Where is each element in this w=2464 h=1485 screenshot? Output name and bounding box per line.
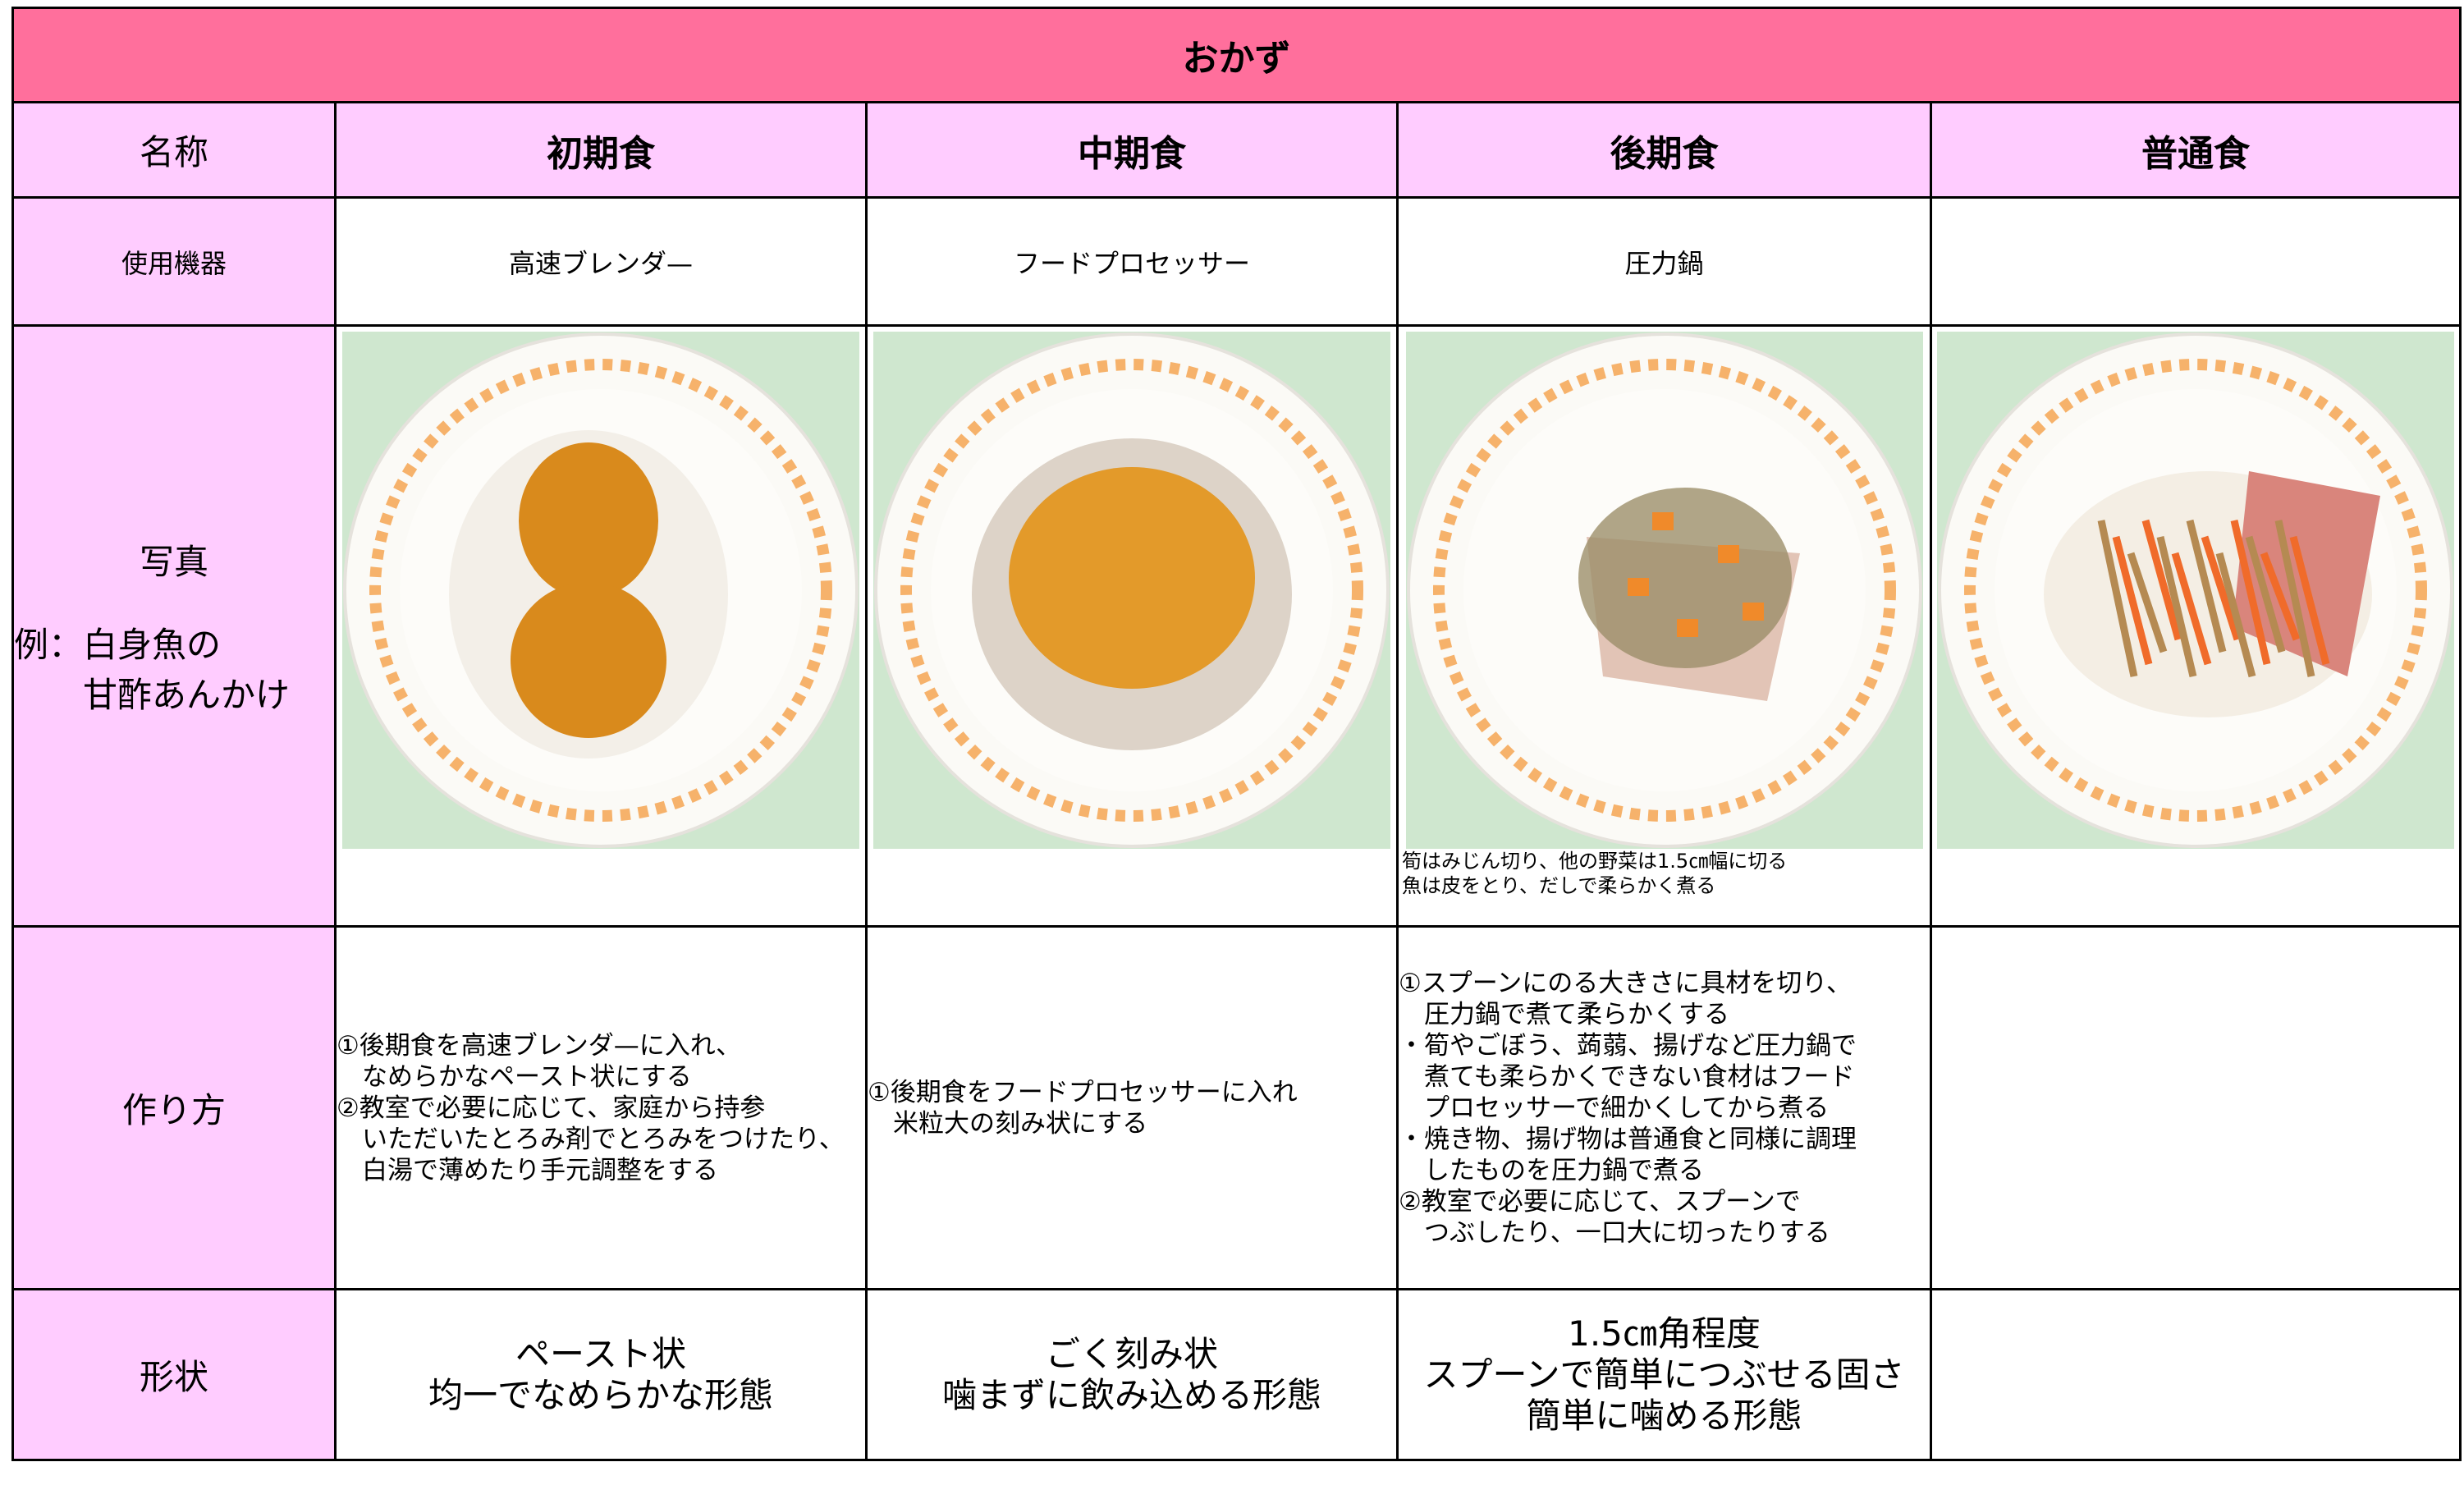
photo-shape xyxy=(2201,535,2242,641)
photo-shape xyxy=(900,359,1363,822)
column-header: 名称 xyxy=(11,101,337,199)
photo-shape xyxy=(2186,519,2227,653)
text-line: なめらかなペースト状にする xyxy=(337,1061,692,1092)
text-line: 魚は皮をとり、だしで柔らかく煮る xyxy=(1402,874,1716,897)
photo-shape xyxy=(2215,552,2256,678)
text-line: 甘酢あんかけ xyxy=(14,675,291,715)
photo-shape xyxy=(369,359,832,822)
text-line: 筍はみじん切り、他の野菜は1.5㎝幅に切る xyxy=(1402,850,1788,873)
photo-shape xyxy=(511,582,666,738)
text-line: 均一でなめらかな形態 xyxy=(428,1374,773,1415)
text-line: つぶしたり、一口大に切ったりする xyxy=(1399,1217,1830,1248)
column-header: 中期食 xyxy=(865,101,1399,199)
column-header: 後期食 xyxy=(1396,101,1932,199)
column-header: 普通食 xyxy=(1930,101,2462,199)
photo-shape xyxy=(2230,519,2271,666)
text-line: ・筍やごぼう、蒟蒻、揚げなど圧力鍋で xyxy=(1399,1030,1857,1061)
photo-shape xyxy=(2289,535,2330,666)
table-title: おかず xyxy=(11,7,2462,103)
shape-cell: ごく刻み状 噛まずに飲み込める形態 xyxy=(865,1288,1399,1461)
text-line: ペースト状 xyxy=(515,1333,686,1374)
photo-shape xyxy=(1742,603,1764,621)
photo-shape xyxy=(519,442,658,598)
photo-shape xyxy=(1717,545,1739,563)
photo-shape xyxy=(2156,535,2197,678)
method-cell: ①後期食を高速ブレンダ—に入れ、 なめらかなペースト状にする ②教室で必要に応じて… xyxy=(334,925,868,1290)
method-cell: ①後期食をフードプロセッサーに入れ 米粒大の刻み状にする xyxy=(865,925,1399,1290)
method-cell: ①スプーンにのる大きさに具材を切り、 圧力鍋で煮て柔らかくする ・筍やごぼう、蒟蒻… xyxy=(1396,925,1932,1290)
cell: 圧力鍋 xyxy=(1396,196,1932,327)
text-line: ごく刻み状 xyxy=(1045,1333,1218,1374)
menu-table: おかず 名称 初期食 中期食 後期食 普通食 使用機器 高速ブレンダ— フードプ… xyxy=(11,7,2462,1461)
text-line: したものを圧力鍋で煮る xyxy=(1399,1155,1704,1185)
photo-shape xyxy=(2171,552,2212,666)
photo-shape xyxy=(1009,467,1255,689)
text-line: ・焼き物、揚げ物は普通食と同様に調理 xyxy=(1399,1124,1857,1154)
shape-cell: 1.5㎝角程度 スプーンで簡単につぶせる固さ 簡単に噛める形態 xyxy=(1396,1288,1932,1461)
food-photo xyxy=(1937,332,2454,849)
photo-shape xyxy=(2245,535,2286,653)
photo-shape xyxy=(2127,552,2168,653)
shape-cell: ペースト状 均一でなめらかな形態 xyxy=(334,1288,868,1461)
row-label: 使用機器 xyxy=(11,196,337,327)
text-line: プロセッサーで細かくしてから煮る xyxy=(1399,1093,1830,1123)
photo-shape xyxy=(1651,512,1674,530)
photo-shape xyxy=(1627,578,1649,596)
photo-shape xyxy=(2112,535,2153,666)
text-line: 圧力鍋で煮て柔らかくする xyxy=(1399,999,1729,1029)
photo-cell: 筍はみじん切り、他の野菜は1.5㎝幅に切る 魚は皮をとり、だしで柔らかく煮る xyxy=(1396,324,1932,928)
text-line: 米粒大の刻み状にする xyxy=(868,1108,1148,1139)
text-line: 白湯で薄めたり手元調整をする xyxy=(337,1155,718,1185)
food-photo xyxy=(1405,332,1923,849)
photo-shape xyxy=(2097,520,2138,677)
text-line: 例：白身魚の xyxy=(14,625,222,665)
text-line: 簡単に噛める形態 xyxy=(1526,1395,1802,1436)
text-line: スプーンで簡単につぶせる固さ xyxy=(1423,1354,1905,1395)
photo-shape xyxy=(1676,619,1698,637)
text-line: ①スプーンにのる大きさに具材を切り、 xyxy=(1399,968,1852,998)
text-line: 1.5㎝角程度 xyxy=(1568,1313,1761,1354)
method-cell xyxy=(1930,925,2462,1290)
photo-shape xyxy=(1578,488,1792,668)
example: 例：白身魚の 甘酢あんかけ xyxy=(14,617,334,717)
text-line: いただいたとろみ剤でとろみをつけたり、 xyxy=(337,1124,845,1154)
cell xyxy=(1930,196,2462,327)
photo-shape xyxy=(2260,552,2301,641)
photo-cell xyxy=(1930,324,2462,928)
photo-cell xyxy=(334,324,868,928)
text-line: ①後期食をフードプロセッサーに入れ xyxy=(868,1077,1298,1107)
photo-shape xyxy=(2141,519,2182,641)
photo-shape xyxy=(1432,359,1896,822)
row-label: 作り方 xyxy=(11,925,337,1290)
shape-cell xyxy=(1930,1288,2462,1461)
photo-cell xyxy=(865,324,1399,928)
row-label-text: 写真 xyxy=(139,542,208,582)
text-line: ②教室で必要に応じて、家庭から持参 xyxy=(337,1093,766,1123)
cell: フードプロセッサー xyxy=(865,196,1399,327)
photo-notes: 筍はみじん切り、他の野菜は1.5㎝幅に切る 魚は皮をとり、だしで柔らかく煮る xyxy=(1399,849,1930,898)
row-label: 写真 例：白身魚の 甘酢あんかけ xyxy=(11,324,337,928)
text-line: 煮ても柔らかくできない食材はフード xyxy=(1399,1061,1855,1092)
photo-shape xyxy=(1964,359,2427,822)
photo-shape xyxy=(2274,520,2315,677)
text-line: ①後期食を高速ブレンダ—に入れ、 xyxy=(337,1030,742,1061)
food-photo xyxy=(342,332,859,849)
cell: 高速ブレンダ— xyxy=(334,196,868,327)
row-label: 形状 xyxy=(11,1288,337,1461)
text-line: ②教室で必要に応じて、スプーンで xyxy=(1399,1186,1801,1217)
column-header: 初期食 xyxy=(334,101,868,199)
text-line: 噛まずに飲み込める形態 xyxy=(941,1374,1321,1415)
food-photo xyxy=(873,332,1390,849)
